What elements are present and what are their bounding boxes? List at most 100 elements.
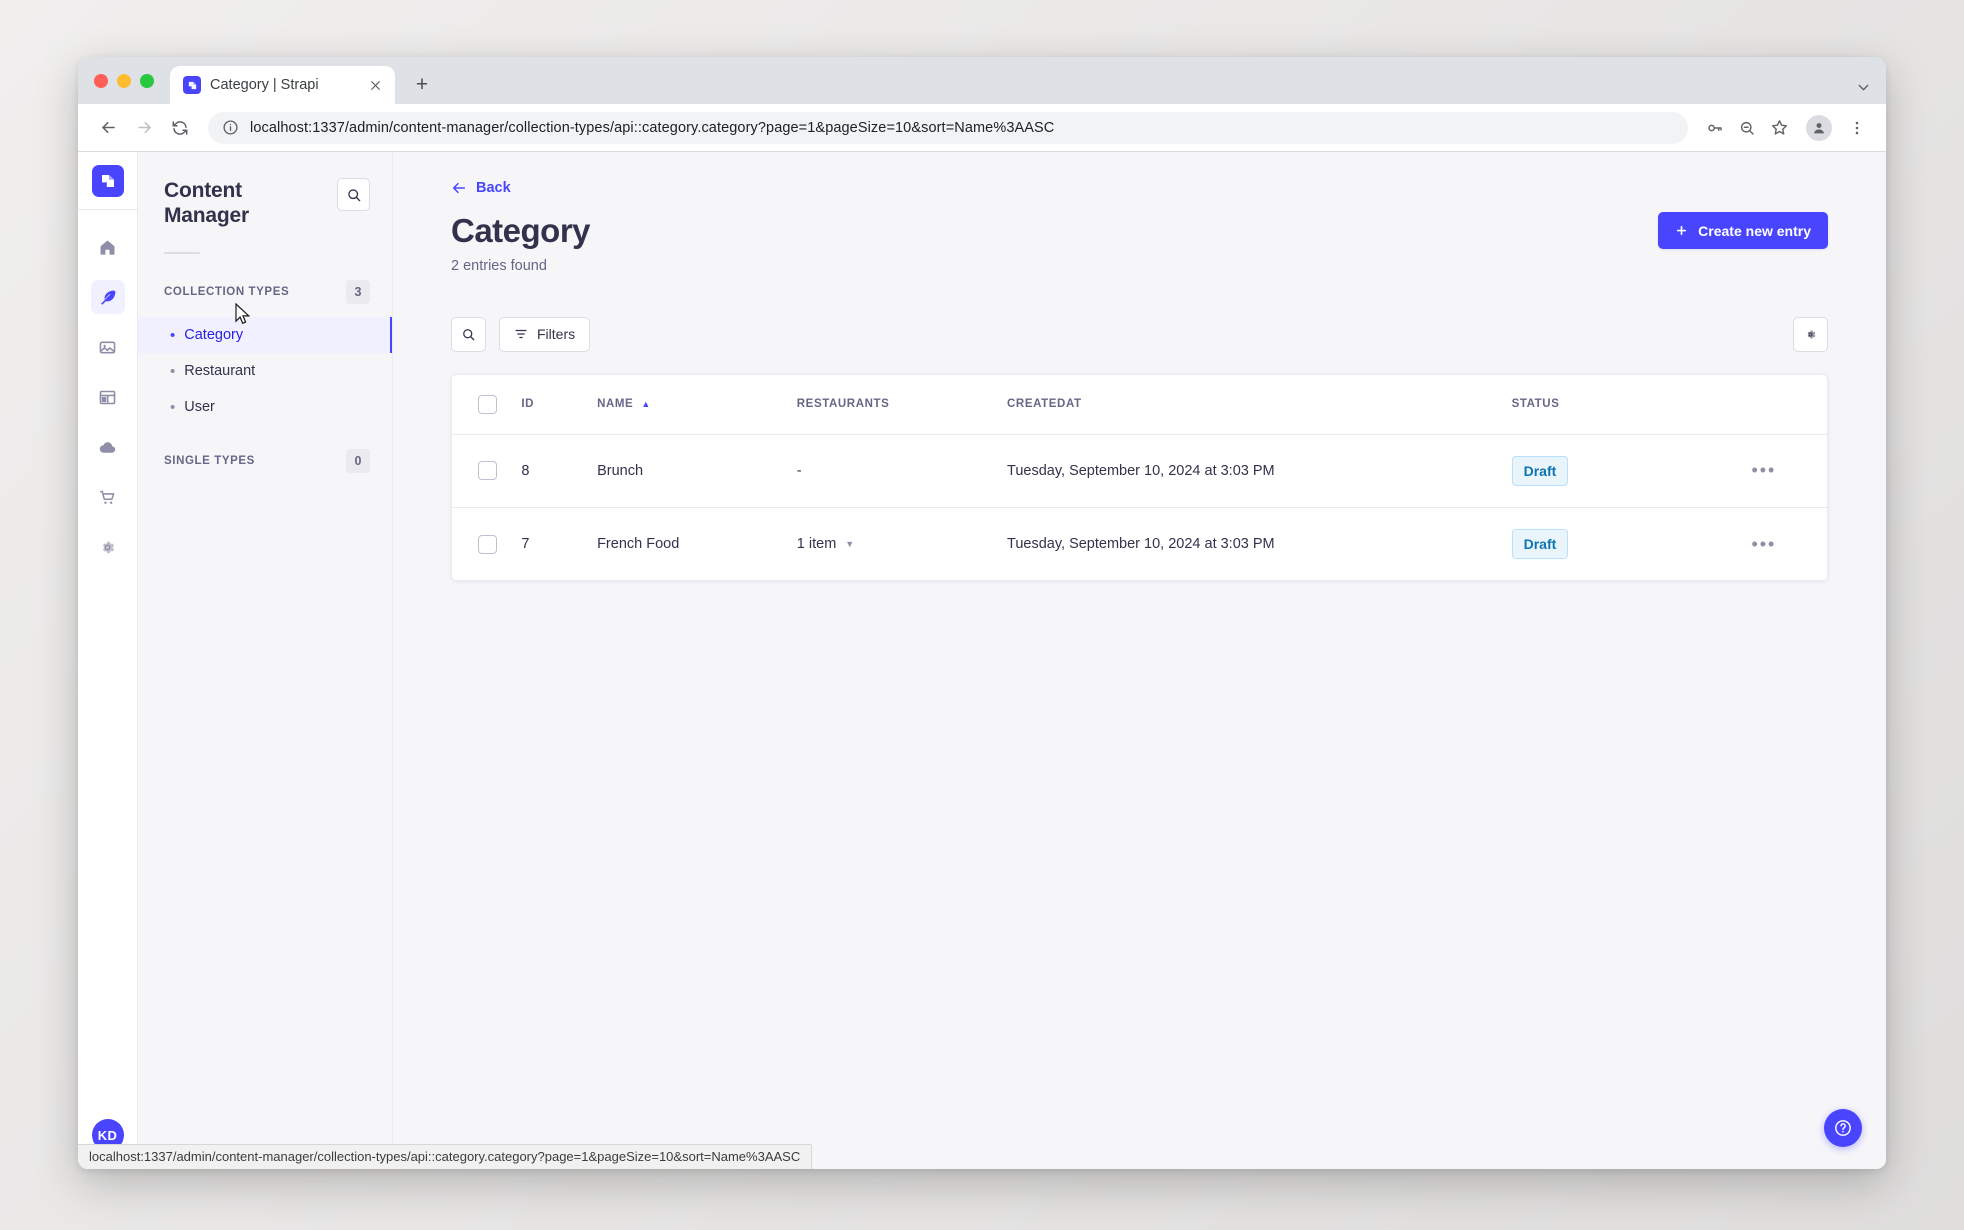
bullet-icon: • bbox=[170, 326, 176, 344]
arrow-left-icon[interactable] bbox=[92, 112, 124, 144]
sidebar-item-restaurant[interactable]: • Restaurant bbox=[138, 353, 392, 389]
entries-table: ID NAME ▲ RESTAURANTS CREATEDAT STATUS bbox=[452, 374, 1827, 580]
back-link[interactable]: Back bbox=[451, 180, 511, 196]
sidebar-item-content-manager[interactable] bbox=[90, 280, 125, 314]
browser-tab-title: Category | Strapi bbox=[210, 77, 319, 93]
search-icon[interactable] bbox=[451, 316, 486, 352]
main-content: Back Category 2 entries found Create new… bbox=[393, 152, 1886, 1169]
table-row[interactable]: 7 French Food 1 item ▼ Tuesday, Septembe… bbox=[452, 508, 1827, 581]
page-header: Category 2 entries found Create new entr… bbox=[451, 212, 1828, 274]
group-header: SINGLE TYPES 0 bbox=[138, 449, 392, 474]
sidebar-header: Content Manager bbox=[138, 152, 392, 228]
create-new-entry-button[interactable]: Create new entry bbox=[1658, 212, 1828, 249]
search-icon[interactable] bbox=[337, 178, 370, 211]
cell-id: 8 bbox=[521, 434, 598, 509]
sidebar-item-marketplace[interactable] bbox=[91, 480, 125, 514]
cell-status: Draft bbox=[1511, 508, 1701, 581]
cell-createdat: Tuesday, September 10, 2024 at 3:03 PM bbox=[1007, 434, 1512, 509]
arrow-left-icon bbox=[451, 180, 467, 196]
table-header-row: ID NAME ▲ RESTAURANTS CREATEDAT STATUS bbox=[452, 374, 1827, 435]
sidebar-item-home[interactable] bbox=[91, 230, 125, 264]
password-key-icon[interactable] bbox=[1700, 113, 1730, 143]
column-header-name[interactable]: NAME ▲ bbox=[597, 374, 797, 435]
collection-types-list: • Category • Restaurant • User bbox=[138, 317, 392, 425]
browser-status-bar: localhost:1337/admin/content-manager/col… bbox=[78, 1144, 813, 1169]
more-horizontal-icon[interactable]: ••• bbox=[1751, 533, 1777, 554]
info-circle-icon[interactable] bbox=[222, 119, 239, 136]
sidebar-item-label: Category bbox=[184, 327, 244, 344]
bookmark-star-icon[interactable] bbox=[1764, 113, 1794, 143]
kebab-menu-icon[interactable] bbox=[1842, 113, 1872, 143]
table-row[interactable]: 8 Brunch - Tuesday, September 10, 2024 a… bbox=[452, 434, 1827, 509]
sidebar-item-media-library[interactable] bbox=[91, 330, 125, 364]
row-select-cell bbox=[452, 434, 522, 509]
row-checkbox[interactable] bbox=[478, 534, 497, 554]
address-bar-url: localhost:1337/admin/content-manager/col… bbox=[250, 119, 1055, 136]
rail-items bbox=[90, 230, 125, 564]
column-header-name-label: NAME bbox=[597, 398, 634, 411]
arrow-right-icon bbox=[128, 112, 160, 144]
cell-restaurants[interactable]: 1 item ▼ bbox=[797, 508, 1007, 581]
group-header: COLLECTION TYPES 3 bbox=[138, 280, 392, 305]
divider bbox=[164, 252, 200, 255]
sort-ascending-icon[interactable]: ▲ bbox=[641, 398, 651, 409]
browser-tab[interactable]: Category | Strapi bbox=[170, 66, 395, 104]
plus-icon bbox=[1675, 224, 1688, 237]
select-all-checkbox[interactable] bbox=[478, 394, 497, 414]
page-title: Content Manager bbox=[164, 179, 249, 228]
entries-table-card: ID NAME ▲ RESTAURANTS CREATEDAT STATUS bbox=[451, 373, 1828, 582]
chevron-down-icon[interactable]: ▼ bbox=[845, 539, 855, 550]
strapi-logo-icon bbox=[183, 76, 201, 94]
close-icon[interactable] bbox=[365, 75, 385, 95]
row-checkbox[interactable] bbox=[478, 461, 497, 481]
group-count-badge: 3 bbox=[346, 280, 370, 305]
column-header-id[interactable]: ID bbox=[521, 374, 598, 435]
browser-tabstrip: Category | Strapi + bbox=[78, 57, 1886, 104]
close-window-button[interactable] bbox=[94, 73, 108, 88]
browser-toolbar-actions bbox=[1700, 113, 1872, 143]
sidebar-item-content-type-builder[interactable] bbox=[91, 380, 125, 414]
question-mark-circle-icon bbox=[1833, 1118, 1853, 1138]
sidebar-item-category[interactable]: • Category bbox=[138, 317, 392, 354]
page-header-text: Category 2 entries found bbox=[451, 212, 591, 274]
page-title: Category bbox=[451, 212, 591, 249]
bullet-icon: • bbox=[170, 362, 176, 380]
sidebar-item-user[interactable]: • User bbox=[138, 389, 392, 425]
cell-createdat: Tuesday, September 10, 2024 at 3:03 PM bbox=[1007, 536, 1275, 553]
cell-restaurants-value: 1 item bbox=[796, 536, 837, 553]
create-new-entry-label: Create new entry bbox=[1698, 222, 1811, 239]
chevron-down-icon[interactable] bbox=[1855, 79, 1872, 96]
minimize-window-button[interactable] bbox=[117, 73, 131, 88]
maximize-window-button[interactable] bbox=[140, 73, 154, 88]
column-header-createdat[interactable]: CREATEDAT bbox=[1007, 374, 1512, 435]
zoom-search-icon[interactable] bbox=[1732, 113, 1762, 143]
sidebar-group-single-types: SINGLE TYPES 0 bbox=[138, 449, 392, 474]
table-head: ID NAME ▲ RESTAURANTS CREATEDAT STATUS bbox=[452, 374, 1827, 435]
filters-button[interactable]: Filters bbox=[499, 316, 591, 352]
table-body: 8 Brunch - Tuesday, September 10, 2024 a… bbox=[452, 434, 1827, 580]
sidebar-item-label: User bbox=[184, 399, 215, 416]
cell-status: Draft bbox=[1511, 434, 1701, 509]
cell-restaurants: - bbox=[796, 434, 1008, 509]
help-button[interactable] bbox=[1824, 1109, 1862, 1147]
cell-name: Brunch bbox=[597, 434, 797, 509]
sidebar-item-cloud[interactable] bbox=[91, 430, 125, 464]
reload-icon[interactable] bbox=[164, 112, 196, 144]
gear-icon[interactable] bbox=[1793, 316, 1828, 352]
column-header-restaurants[interactable]: RESTAURANTS bbox=[796, 374, 1008, 435]
back-link-label: Back bbox=[476, 180, 511, 196]
profile-avatar-icon[interactable] bbox=[1806, 114, 1832, 141]
sidebar-item-settings[interactable] bbox=[91, 530, 125, 564]
column-header-status[interactable]: STATUS bbox=[1511, 374, 1701, 435]
filters-label: Filters bbox=[537, 326, 576, 343]
cell-name: French Food bbox=[597, 536, 680, 553]
address-bar[interactable]: localhost:1337/admin/content-manager/col… bbox=[208, 111, 1688, 144]
sidebar-group-collection-types: COLLECTION TYPES 3 • Category • Restaura… bbox=[138, 280, 392, 425]
content-manager-sidebar: Content Manager COLLECTION TYPES 3 • Cat… bbox=[138, 152, 393, 1169]
strapi-logo-icon[interactable] bbox=[91, 164, 124, 197]
new-tab-button[interactable]: + bbox=[415, 73, 429, 96]
column-header-actions bbox=[1700, 374, 1827, 435]
row-select-cell bbox=[452, 508, 521, 581]
more-horizontal-icon[interactable]: ••• bbox=[1751, 460, 1777, 481]
cell-restaurants-value: - bbox=[796, 462, 802, 479]
